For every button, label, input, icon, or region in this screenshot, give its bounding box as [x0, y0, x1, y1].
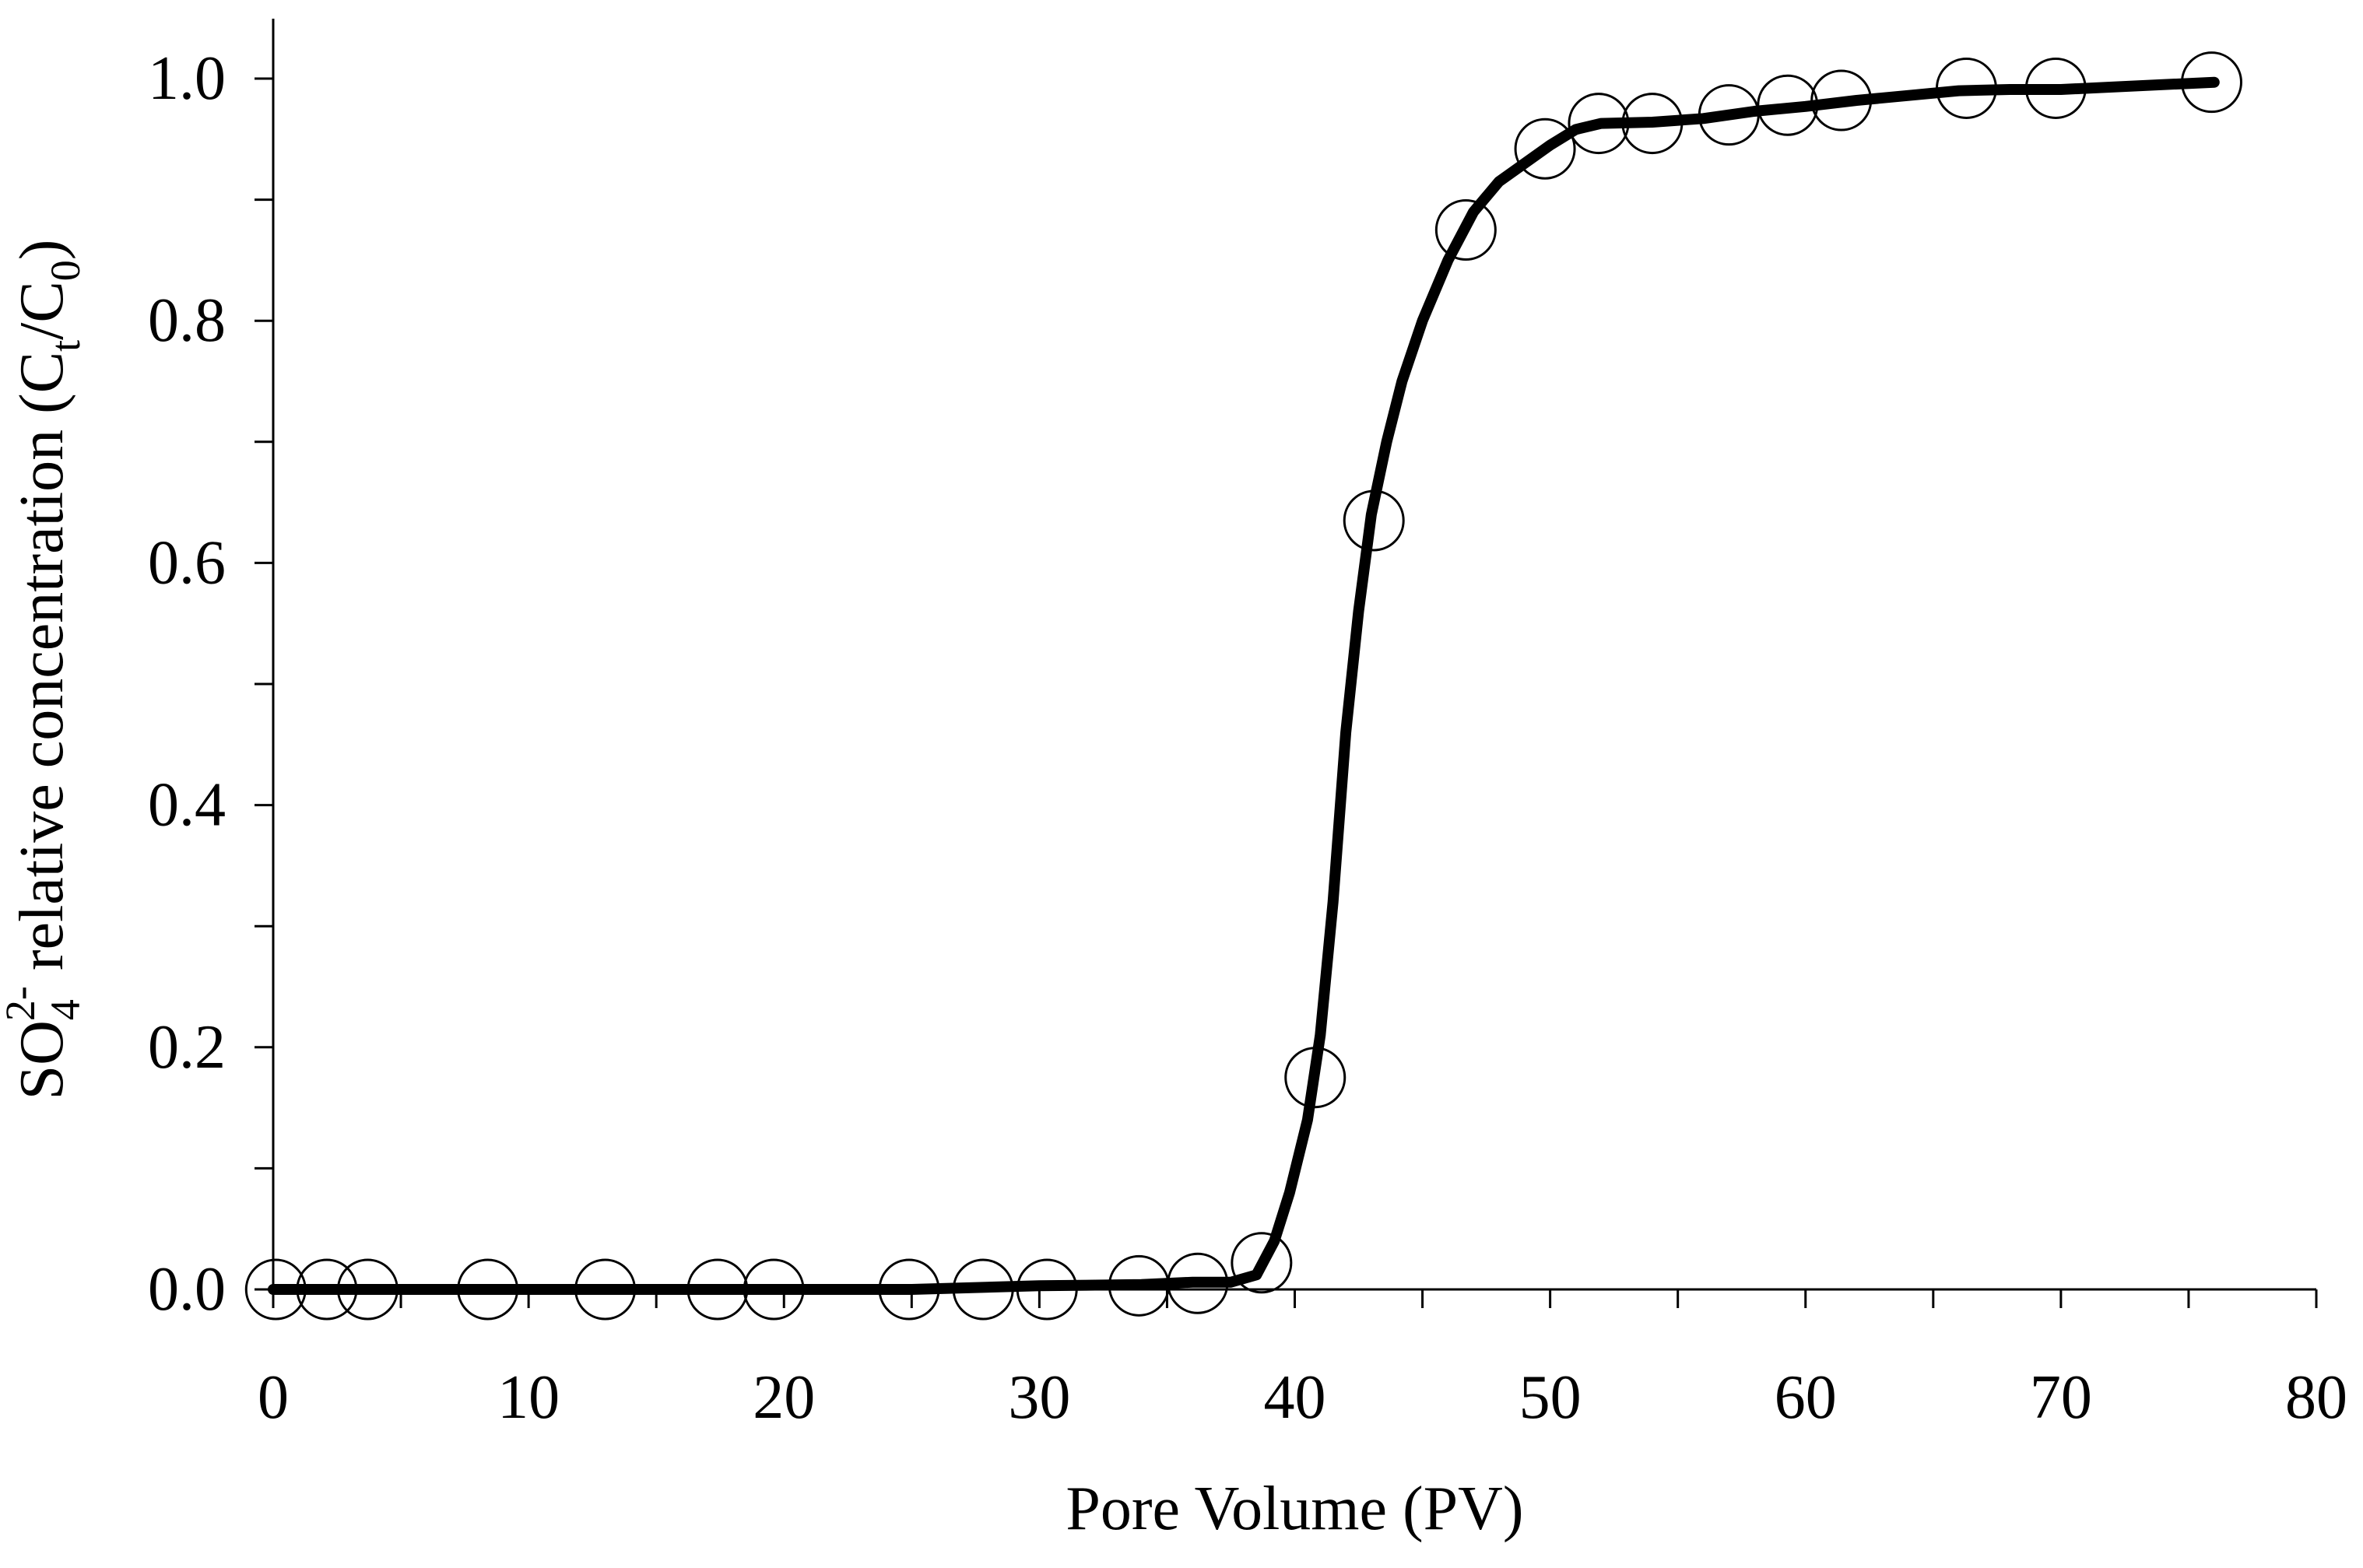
y-tick-label: 0.0 — [148, 1255, 226, 1324]
y-axis-label-sub3: 0 — [42, 260, 89, 281]
data-point — [2024, 57, 2087, 119]
y-axis-label-suffix: ) — [8, 240, 76, 261]
y-axis-label-sup1: 2- — [0, 986, 44, 1021]
data-point — [336, 1258, 399, 1321]
y-tick-label: 0.2 — [148, 1013, 226, 1082]
x-tick-label: 80 — [2285, 1363, 2347, 1432]
x-tick-label: 30 — [1008, 1363, 1070, 1432]
data-point — [878, 1258, 940, 1321]
fitted-curve — [268, 76, 2220, 1295]
fitted-curve-layer — [268, 76, 2220, 1295]
y-axis-label-middle: relative concentration (C — [8, 352, 76, 986]
x-tick-label: 60 — [1775, 1363, 1837, 1432]
x-tick-label: 40 — [1264, 1363, 1326, 1432]
data-point — [952, 1258, 1014, 1321]
data-point — [1167, 1252, 1229, 1314]
data-point — [743, 1258, 805, 1321]
axes: 0 10 20 30 40 50 60 70 80 0.0 0.2 0.4 0.6 0.8 1.0 — [148, 19, 2347, 1432]
y-tick-label: 0.8 — [148, 286, 226, 355]
x-tick-label: 70 — [2030, 1363, 2092, 1432]
data-points-layer — [244, 51, 2242, 1321]
data-point — [1514, 118, 1576, 180]
data-point — [1284, 1047, 1347, 1109]
y-tick-label: 0.6 — [148, 528, 226, 597]
y-tick-label: 1.0 — [148, 44, 226, 113]
data-point — [244, 1258, 307, 1321]
x-tick-label: 20 — [753, 1363, 815, 1432]
data-point — [574, 1258, 637, 1321]
y-tick-label: 0.4 — [148, 771, 226, 840]
data-point — [1621, 93, 1684, 155]
data-point — [1434, 199, 1497, 261]
data-point — [686, 1258, 749, 1321]
data-point — [1757, 74, 1819, 136]
y-axis-label-prefix: SO — [8, 1020, 76, 1100]
y-axis-label: SO42- relative concentration (Ct/C0) — [0, 240, 89, 1100]
y-axis-label-sub1: 4 — [42, 999, 89, 1020]
data-point — [2180, 51, 2242, 114]
data-point — [296, 1258, 358, 1321]
y-axis-label-slash: /C — [8, 281, 76, 340]
data-point — [1568, 93, 1630, 155]
x-tick-label: 0 — [258, 1363, 289, 1432]
data-point — [457, 1258, 519, 1321]
x-tick-label: 50 — [1519, 1363, 1582, 1432]
y-axis-label-sub2: t — [42, 340, 89, 352]
data-point — [1231, 1232, 1293, 1294]
data-point — [1343, 489, 1405, 552]
x-tick-label: 10 — [497, 1363, 560, 1432]
data-point — [1016, 1258, 1078, 1321]
data-point — [1810, 69, 1873, 132]
data-point — [1935, 57, 1997, 119]
labels-layer: Pore Volume (PV) SO42- relative concentr… — [0, 240, 1524, 1543]
x-axis-label: Pore Volume (PV) — [1066, 1475, 1523, 1543]
